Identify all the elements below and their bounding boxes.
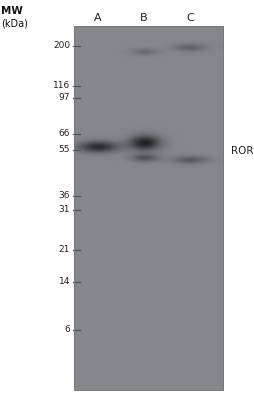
Text: 21: 21 — [58, 246, 70, 254]
Bar — [125, 26, 162, 390]
Bar — [79, 26, 116, 390]
Text: 6: 6 — [64, 326, 70, 334]
Text: 36: 36 — [58, 192, 70, 200]
Text: 31: 31 — [58, 206, 70, 214]
Text: C: C — [185, 13, 193, 23]
Bar — [171, 26, 208, 390]
Text: B: B — [140, 13, 147, 23]
Bar — [74, 26, 222, 390]
Text: A: A — [94, 13, 102, 23]
Text: RORγ: RORγ — [230, 146, 254, 156]
Text: (kDa): (kDa) — [1, 18, 28, 28]
Text: 66: 66 — [58, 130, 70, 138]
Text: 116: 116 — [53, 82, 70, 90]
Text: 97: 97 — [58, 94, 70, 102]
Text: 200: 200 — [53, 42, 70, 50]
Bar — [74, 26, 222, 390]
Text: MW: MW — [1, 6, 23, 16]
Text: 55: 55 — [58, 146, 70, 154]
Text: 14: 14 — [58, 278, 70, 286]
